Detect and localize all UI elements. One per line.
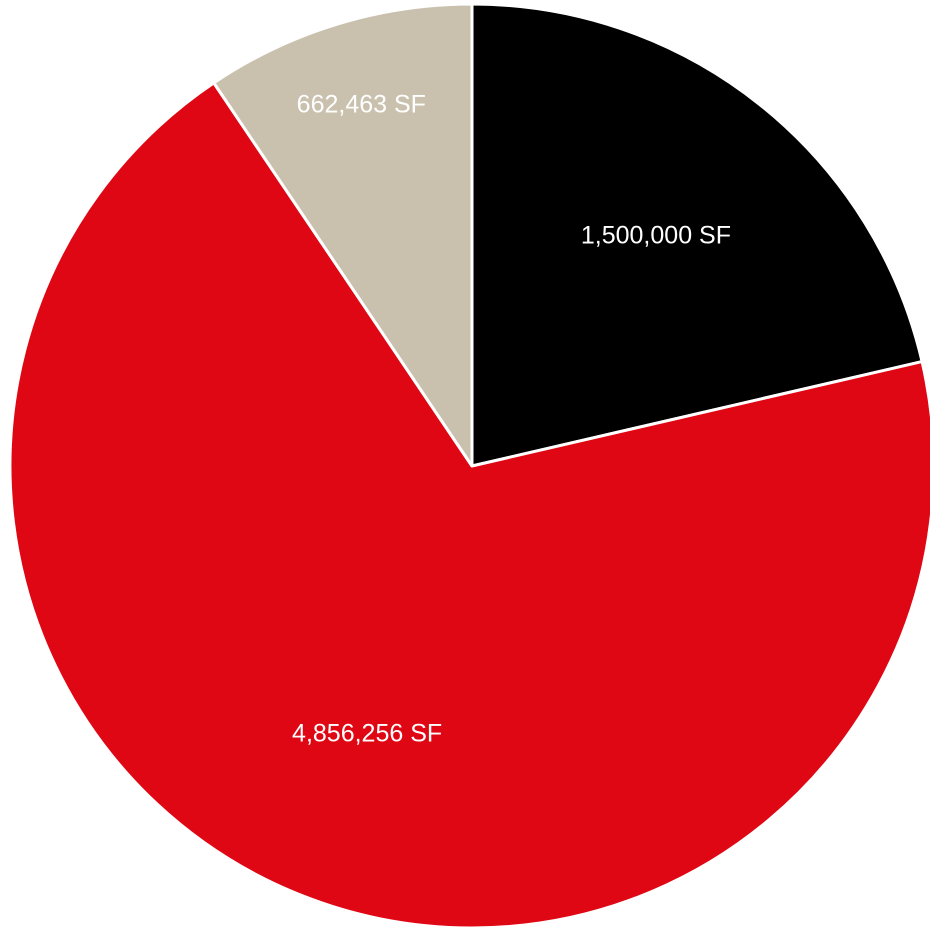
pie-slice-3: [212, 2, 474, 468]
pie-labels: 1,500,000 SF 4,856,256 SF 662,463 SF: [292, 91, 731, 748]
pie-slices: [8, 2, 930, 930]
pie-slice-1: [470, 2, 924, 468]
pie-slice-2: [8, 81, 930, 930]
slice-label-3: 662,463 SF: [297, 91, 426, 119]
slice-label-1: 1,500,000 SF: [581, 221, 731, 249]
slice-label-2: 4,856,256 SF: [292, 720, 442, 748]
